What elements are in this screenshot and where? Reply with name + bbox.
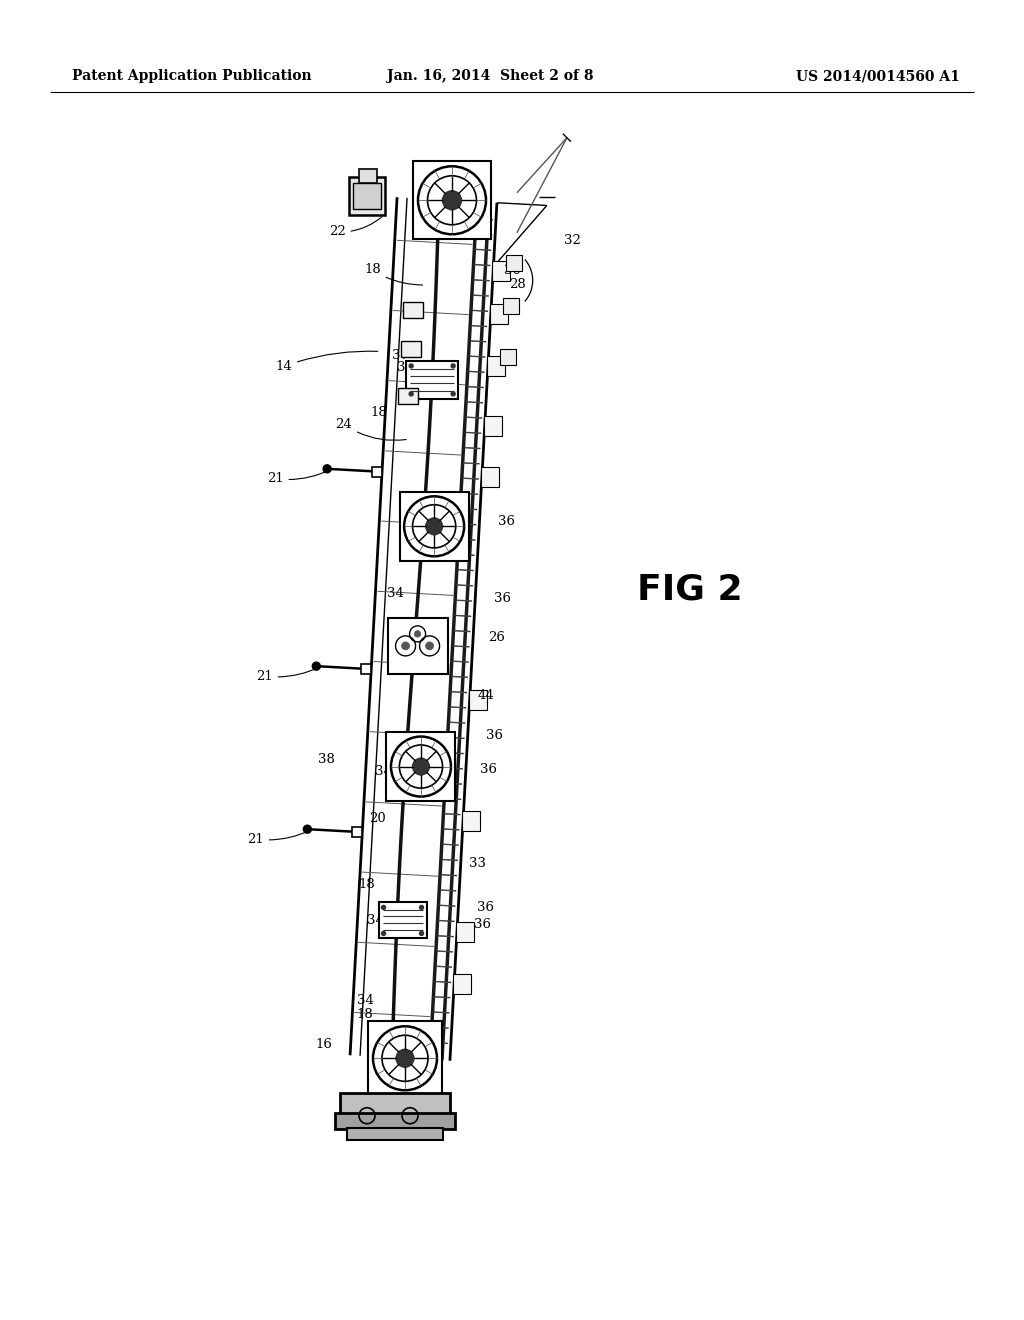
Text: Patent Application Publication: Patent Application Publication (72, 69, 311, 83)
Bar (407, 360, 458, 399)
Circle shape (382, 906, 385, 909)
Text: 32: 32 (564, 234, 582, 247)
Circle shape (413, 758, 429, 775)
Bar (481, 467, 499, 487)
Text: 37: 37 (396, 360, 414, 374)
Bar (335, 1113, 455, 1129)
Bar (501, 350, 516, 366)
Text: 36: 36 (498, 515, 515, 528)
Circle shape (396, 1049, 414, 1068)
Bar (469, 690, 486, 710)
Text: 34: 34 (357, 994, 375, 1007)
Text: US 2014/0014560 A1: US 2014/0014560 A1 (796, 69, 961, 83)
Text: 26: 26 (488, 631, 505, 644)
Text: FIG 2: FIG 2 (637, 573, 742, 607)
Circle shape (410, 392, 413, 396)
Text: 36: 36 (494, 591, 511, 605)
Circle shape (426, 642, 433, 649)
Text: 33: 33 (469, 858, 486, 870)
Text: 18: 18 (356, 1008, 373, 1022)
Text: 22: 22 (329, 216, 382, 239)
Text: 36: 36 (486, 729, 503, 742)
Bar (400, 341, 421, 356)
Bar (340, 1093, 450, 1114)
Bar (398, 388, 418, 404)
Circle shape (410, 364, 413, 368)
Bar (462, 810, 480, 830)
Circle shape (324, 465, 331, 473)
Text: 21: 21 (256, 668, 318, 682)
Bar (489, 305, 508, 325)
Text: 14: 14 (275, 351, 378, 374)
Bar (386, 733, 456, 801)
Bar (487, 356, 505, 376)
Text: 36: 36 (474, 917, 490, 931)
Bar (349, 177, 385, 215)
Text: 21: 21 (247, 830, 310, 846)
Text: Jan. 16, 2014  Sheet 2 of 8: Jan. 16, 2014 Sheet 2 of 8 (387, 69, 593, 83)
Bar (402, 302, 423, 318)
Bar (379, 903, 427, 939)
Bar (347, 1127, 443, 1139)
Bar (353, 182, 381, 209)
Text: 34: 34 (387, 587, 403, 599)
Bar (503, 298, 519, 314)
Text: 18: 18 (364, 264, 423, 285)
Bar (413, 161, 492, 239)
Text: 30: 30 (505, 264, 521, 277)
Circle shape (420, 932, 424, 936)
Circle shape (452, 364, 455, 368)
Text: 20: 20 (369, 812, 385, 825)
Bar (506, 255, 521, 271)
Text: 34: 34 (367, 915, 383, 927)
Circle shape (426, 517, 442, 535)
Bar (483, 416, 502, 436)
Text: 18: 18 (358, 878, 375, 891)
Bar (414, 162, 490, 239)
Bar (361, 664, 372, 675)
Bar (493, 261, 510, 281)
Text: 24: 24 (336, 417, 407, 441)
Text: 28: 28 (510, 279, 526, 290)
Circle shape (382, 932, 385, 936)
Circle shape (442, 191, 462, 210)
Bar (399, 492, 469, 561)
Bar (372, 466, 382, 477)
Text: 36: 36 (480, 763, 498, 776)
Text: 44: 44 (477, 689, 495, 701)
Text: 16: 16 (315, 1039, 333, 1051)
Text: 36: 36 (477, 900, 494, 913)
Bar (454, 974, 471, 994)
Circle shape (415, 631, 421, 638)
Circle shape (401, 642, 410, 649)
Text: 34: 34 (375, 764, 392, 777)
Text: 18: 18 (371, 407, 387, 418)
Circle shape (452, 392, 455, 396)
Circle shape (312, 663, 321, 671)
Bar (359, 169, 377, 182)
Bar (456, 923, 474, 942)
Text: 38: 38 (318, 752, 335, 766)
Circle shape (303, 825, 311, 833)
Bar (352, 826, 362, 837)
Text: 34: 34 (404, 371, 422, 384)
Text: 21: 21 (266, 470, 330, 486)
Text: 37: 37 (391, 348, 409, 362)
Circle shape (420, 906, 424, 909)
Bar (369, 1022, 441, 1096)
Bar (387, 618, 447, 675)
